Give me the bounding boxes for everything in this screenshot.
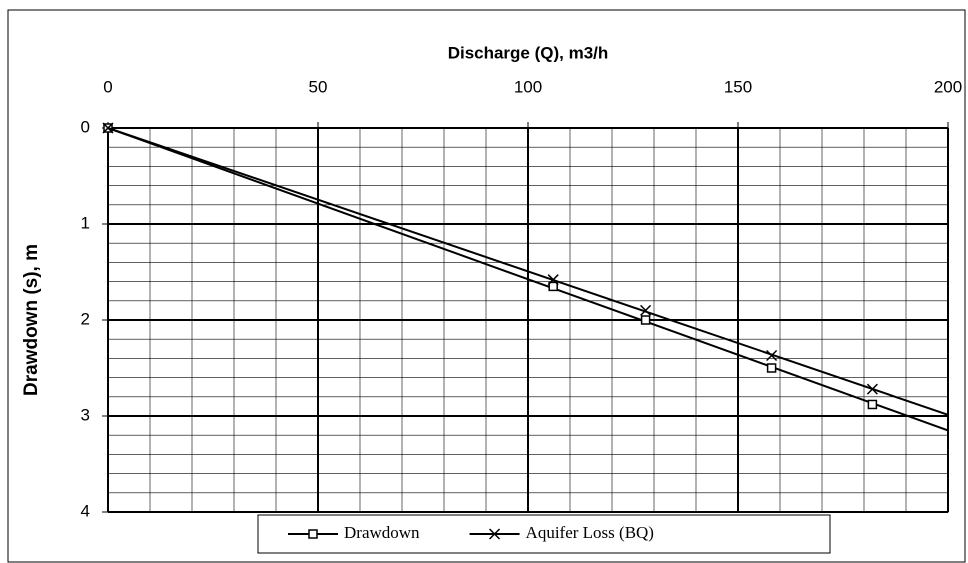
y-tick-label: 0 bbox=[81, 117, 90, 136]
y-tick-label: 2 bbox=[81, 309, 90, 328]
legend-label: Drawdown bbox=[344, 523, 420, 542]
y-tick-label: 3 bbox=[81, 405, 90, 424]
y-tick-label: 4 bbox=[81, 501, 90, 520]
marker bbox=[102, 122, 114, 134]
x-tick-label: 50 bbox=[309, 77, 328, 96]
chart-title: Discharge (Q), m3/h bbox=[448, 43, 609, 62]
y-tick-label: 1 bbox=[81, 213, 90, 232]
legend-marker bbox=[489, 528, 501, 540]
y-axis-label: Drawdown (s), m bbox=[21, 244, 42, 396]
marker bbox=[867, 399, 878, 410]
legend: Drawdown Aquifer Loss (BQ) bbox=[257, 514, 831, 554]
x-tick-label: 200 bbox=[934, 77, 962, 96]
marker bbox=[766, 349, 778, 362]
trendline bbox=[107, 127, 949, 416]
x-tick-label: 0 bbox=[103, 77, 112, 96]
marker bbox=[548, 281, 558, 292]
marker bbox=[547, 274, 559, 286]
marker bbox=[640, 315, 651, 325]
legend-label: Aquifer Loss (BQ) bbox=[526, 523, 654, 542]
trendline bbox=[107, 127, 949, 432]
x-tick-label: 150 bbox=[724, 77, 752, 96]
chart-border bbox=[7, 9, 966, 563]
marker bbox=[640, 304, 652, 316]
marker bbox=[766, 363, 777, 373]
plot-border bbox=[107, 127, 949, 513]
x-tick-label: 100 bbox=[514, 77, 542, 96]
legend-box bbox=[257, 514, 831, 554]
marker bbox=[866, 383, 878, 395]
legend-marker bbox=[308, 529, 318, 539]
